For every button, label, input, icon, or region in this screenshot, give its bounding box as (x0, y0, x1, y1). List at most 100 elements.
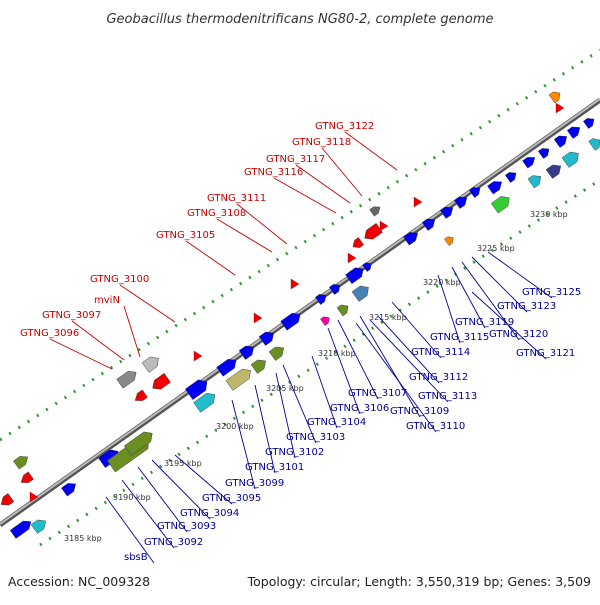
gene-label[interactable]: GTNG_3097 (42, 310, 101, 321)
gene-label[interactable]: GTNG_3119 (455, 317, 514, 328)
gene-feature[interactable] (320, 314, 331, 326)
gene-marker[interactable] (290, 278, 300, 290)
gene-marker[interactable] (555, 102, 565, 114)
gene-marker[interactable] (379, 220, 389, 232)
gene-feature[interactable] (369, 204, 383, 217)
gene-label[interactable]: GTNG_3095 (202, 493, 261, 504)
gene-feature[interactable] (487, 178, 504, 195)
gene-feature[interactable] (141, 353, 162, 373)
gene-feature[interactable] (193, 390, 219, 413)
label-connector (185, 240, 236, 276)
gene-label[interactable]: GTNG_3094 (180, 508, 239, 519)
gene-feature[interactable] (30, 516, 49, 534)
gene-label[interactable]: GTNG_3114 (411, 347, 470, 358)
gene-feature[interactable] (362, 260, 373, 272)
gene-feature[interactable] (469, 184, 482, 198)
gene-label[interactable]: GTNG_3121 (516, 348, 575, 359)
gene-label[interactable]: GTNG_3103 (286, 432, 345, 443)
gene-label[interactable]: GTNG_3112 (409, 372, 468, 383)
gene-feature[interactable] (258, 328, 277, 346)
gene-feature[interactable] (133, 389, 148, 404)
gene-label[interactable]: GTNG_3120 (489, 329, 548, 340)
gene-feature[interactable] (351, 282, 372, 302)
gene-feature[interactable] (13, 453, 30, 470)
gene-feature[interactable] (350, 237, 364, 250)
gene-feature[interactable] (453, 193, 470, 209)
gene-feature[interactable] (522, 154, 538, 169)
gene-feature[interactable] (490, 193, 513, 214)
gene-feature[interactable] (149, 373, 171, 392)
gene-label[interactable]: GTNG_3117 (266, 154, 325, 165)
gene-label[interactable]: GTNG_3101 (245, 462, 304, 473)
gene-label[interactable]: GTNG_3113 (418, 391, 477, 402)
label-connector (231, 399, 256, 490)
gene-feature[interactable] (9, 518, 34, 539)
gene-feature[interactable] (250, 356, 269, 374)
gene-label[interactable]: GTNG_3110 (406, 421, 465, 432)
gene-feature[interactable] (421, 215, 438, 231)
gene-feature[interactable] (216, 356, 240, 377)
gene-label[interactable]: GTNG_3107 (348, 388, 407, 399)
gene-feature[interactable] (403, 229, 420, 246)
label-connector (105, 496, 155, 564)
gene-feature[interactable] (345, 264, 366, 284)
gene-feature[interactable] (315, 291, 328, 305)
gene-feature[interactable] (561, 148, 582, 168)
gene-label[interactable]: GTNG_3109 (390, 406, 449, 417)
label-connector (461, 261, 520, 341)
gene-marker[interactable] (347, 252, 357, 264)
gene-feature[interactable] (336, 302, 351, 317)
gene-label[interactable]: GTNG_3096 (20, 328, 79, 339)
gene-label[interactable]: GTNG_3123 (497, 301, 556, 312)
label-connector (295, 164, 351, 204)
gene-label[interactable]: GTNG_3108 (187, 208, 246, 219)
gene-label[interactable]: GTNG_3105 (156, 230, 215, 241)
gene-label[interactable]: GTNG_3115 (430, 332, 489, 343)
gene-feature[interactable] (116, 368, 140, 389)
gene-feature[interactable] (588, 136, 600, 151)
gene-feature[interactable] (545, 161, 564, 179)
gene-label[interactable]: GTNG_3100 (90, 274, 149, 285)
gene-feature[interactable] (444, 234, 455, 246)
gene-marker[interactable] (29, 491, 39, 503)
gene-label[interactable]: GTNG_3116 (244, 167, 303, 178)
gene-feature[interactable] (548, 89, 563, 104)
gene-label[interactable]: GTNG_3093 (157, 521, 216, 532)
gene-feature[interactable] (268, 343, 287, 361)
gene-feature[interactable] (439, 203, 456, 219)
gene-feature[interactable] (280, 310, 304, 331)
gene-marker[interactable] (193, 350, 203, 362)
gene-label[interactable]: GTNG_3104 (307, 417, 366, 428)
gene-feature[interactable] (538, 145, 551, 159)
gene-label[interactable]: sbsB (124, 552, 148, 563)
label-connector (369, 319, 449, 403)
gene-label[interactable]: GTNG_3092 (144, 537, 203, 548)
gene-feature[interactable] (19, 471, 34, 486)
gene-feature[interactable] (527, 172, 544, 189)
gene-feature[interactable] (61, 480, 78, 497)
gene-feature[interactable] (329, 281, 342, 295)
gene-label[interactable]: GTNG_3125 (522, 287, 581, 298)
gene-feature[interactable] (361, 223, 383, 242)
gene-feature[interactable] (225, 366, 254, 391)
gene-label[interactable]: GTNG_3122 (315, 121, 374, 132)
gene-feature[interactable] (583, 115, 596, 129)
gene-label[interactable]: GTNG_3106 (330, 403, 389, 414)
gene-label[interactable]: GTNG_3118 (292, 137, 351, 148)
gene-marker[interactable] (253, 312, 263, 324)
label-connector (121, 479, 175, 549)
gene-label[interactable]: GTNG_3111 (207, 193, 266, 204)
gene-label[interactable]: GTNG_3102 (265, 447, 324, 458)
gene-feature[interactable] (553, 132, 570, 148)
gene-marker[interactable] (413, 196, 423, 208)
gene-label[interactable]: GTNG_3099 (225, 478, 284, 489)
gene-feature[interactable] (0, 493, 15, 508)
gene-feature[interactable] (184, 376, 210, 400)
gene-label[interactable]: mviN (94, 295, 120, 306)
gene-feature[interactable] (124, 428, 155, 456)
gene-feature[interactable] (566, 123, 583, 139)
gene-feature[interactable] (505, 169, 518, 183)
gene-feature[interactable] (238, 342, 257, 360)
